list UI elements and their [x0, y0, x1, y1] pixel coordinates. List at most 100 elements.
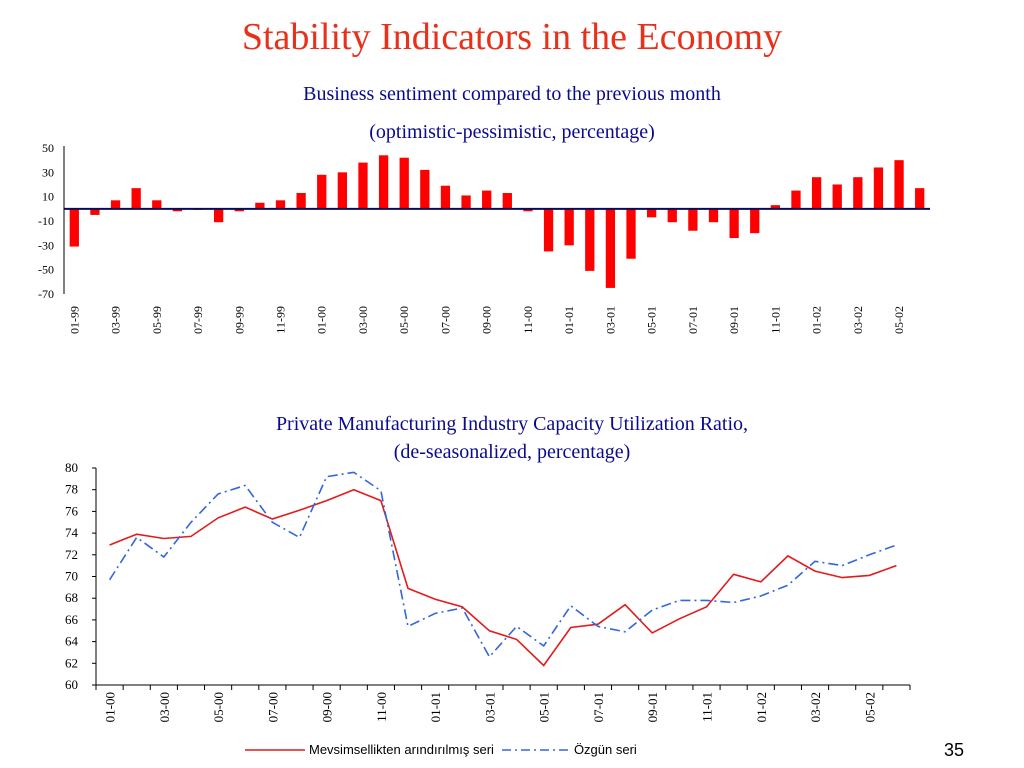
bar — [605, 208, 616, 288]
x-tick-label: 01-01 — [562, 306, 576, 334]
y-tick-label: 72 — [65, 547, 78, 562]
x-tick-label: 11-00 — [374, 692, 389, 722]
chart2-legend: Mevsimsellikten arındırılmış seri Özgün … — [245, 742, 643, 757]
bar — [626, 208, 636, 259]
x-tick-label: 11-00 — [521, 306, 535, 334]
x-tick-label: 03-00 — [157, 692, 172, 722]
y-tick-label: 64 — [65, 634, 79, 649]
bar — [894, 160, 904, 209]
page-number: 35 — [943, 740, 964, 760]
bar — [585, 208, 595, 271]
y-tick-label: -10 — [38, 214, 54, 228]
bar — [440, 185, 451, 209]
bar — [647, 208, 657, 218]
y-tick-label: -30 — [38, 238, 54, 252]
legend-item-seasonal-adjusted: Mevsimsellikten arındırılmış seri — [245, 742, 494, 757]
bar — [853, 177, 863, 209]
slide-title: Stability Indicators in the Economy — [241, 16, 783, 58]
x-tick-label: 01-02 — [810, 306, 824, 334]
legend-label-original: Özgün seri — [573, 742, 637, 757]
x-tick-label: 09-01 — [645, 692, 660, 722]
bar — [296, 193, 306, 209]
y-tick-label: 70 — [65, 569, 78, 584]
x-tick-label: 07-99 — [191, 306, 205, 334]
x-tick-label: 07-01 — [591, 692, 606, 722]
bar — [729, 208, 739, 239]
bar — [708, 208, 719, 223]
x-tick-label: 01-01 — [428, 692, 443, 722]
bar — [750, 208, 760, 234]
bar — [791, 190, 801, 209]
bar — [69, 208, 79, 247]
legend-item-original: Özgün seri — [500, 742, 637, 757]
x-tick-label: 07-01 — [686, 306, 700, 334]
x-tick-label: 09-01 — [727, 306, 741, 334]
x-tick-label: 07-00 — [265, 692, 280, 722]
bar — [502, 193, 512, 209]
bar — [110, 200, 121, 209]
bar — [461, 195, 471, 209]
bar — [420, 169, 430, 209]
y-tick-label: -70 — [38, 287, 54, 301]
x-tick-label: 05-99 — [150, 306, 164, 334]
x-tick-label: 03-01 — [482, 692, 497, 722]
chart1-subtitle-line2: (optimistic-pessimistic, percentage) — [369, 121, 655, 143]
bar — [873, 167, 884, 209]
y-tick-label: -50 — [38, 263, 54, 277]
x-tick-label: 05-00 — [211, 692, 226, 722]
y-tick-label: 76 — [65, 503, 79, 518]
x-tick-label: 03-00 — [356, 306, 370, 334]
bar — [214, 208, 224, 223]
bar — [152, 200, 162, 209]
y-tick-label: 80 — [65, 460, 78, 475]
legend-label-seasonal-adjusted: Mevsimsellikten arındırılmış seri — [309, 742, 494, 757]
x-tick-label: 03-01 — [603, 306, 617, 334]
bar — [172, 208, 183, 212]
bar — [337, 172, 347, 209]
bar — [667, 208, 677, 223]
x-tick-label: 01-99 — [67, 306, 81, 334]
y-tick-label: 30 — [42, 165, 54, 179]
bar — [523, 208, 533, 212]
x-tick-label: 07-00 — [438, 306, 452, 334]
chart1-subtitle-line1: Business sentiment compared to the previ… — [303, 83, 721, 105]
series-line-seasonal-adjusted — [109, 488, 897, 667]
y-tick-label: 78 — [65, 482, 78, 497]
series-line-original — [108, 471, 897, 659]
bar — [131, 188, 141, 209]
x-tick-label: 01-00 — [315, 306, 329, 334]
bar — [399, 157, 409, 209]
bar — [482, 190, 492, 209]
bar — [90, 208, 100, 215]
bar — [275, 200, 286, 209]
x-tick-label: 03-02 — [808, 692, 823, 722]
x-tick-label: 09-00 — [480, 306, 494, 334]
x-tick-label: 11-01 — [700, 692, 715, 722]
bar — [378, 155, 389, 209]
y-tick-label: 50 — [42, 141, 54, 155]
x-tick-label: 09-99 — [232, 306, 246, 334]
bar — [915, 188, 925, 209]
x-tick-label: 09-00 — [320, 692, 335, 722]
x-tick-label: 05-00 — [397, 306, 411, 334]
x-tick-label: 01-02 — [754, 692, 769, 722]
x-tick-label: 05-02 — [862, 692, 877, 722]
bar — [234, 208, 244, 212]
chart2-subtitle-line1: Private Manufacturing Industry Capacity … — [275, 413, 749, 435]
x-tick-label: 05-02 — [892, 306, 906, 334]
chart2-subtitle-line2: (de-seasonalized, percentage) — [393, 441, 631, 463]
y-tick-label: 10 — [42, 190, 54, 204]
bar — [358, 162, 368, 209]
x-tick-label: 05-01 — [537, 692, 552, 722]
bar — [543, 208, 554, 252]
bar — [317, 174, 327, 209]
y-tick-label: 60 — [65, 677, 78, 692]
bar — [564, 208, 574, 246]
legend-dashdot-line-swatch — [501, 748, 568, 751]
y-tick-label: 66 — [65, 612, 79, 627]
x-tick-label: 01-00 — [103, 692, 118, 722]
y-tick-label: 74 — [65, 525, 79, 540]
x-tick-label: 03-02 — [851, 306, 865, 334]
bar — [688, 208, 698, 231]
